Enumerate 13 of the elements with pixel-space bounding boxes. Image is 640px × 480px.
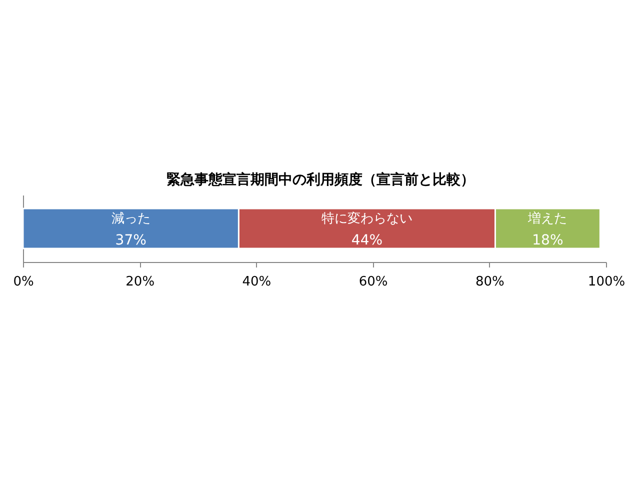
series-label: 増えた — [527, 210, 568, 226]
chart-title: 緊急事態宣言期間中の利用頻度（宣言前と比較） — [166, 171, 474, 188]
data-label: 37% — [115, 232, 146, 248]
x-tick-label: 40% — [242, 274, 272, 290]
x-tick-label: 100% — [588, 274, 626, 290]
data-label: 18% — [532, 232, 564, 248]
x-tick-label: 80% — [475, 274, 504, 290]
x-tick-label: 60% — [358, 274, 388, 290]
x-tick-label: 20% — [126, 274, 155, 290]
x-tick-label: 0% — [13, 274, 34, 290]
series-label: 特に変わらない — [321, 210, 412, 226]
data-label: 44% — [351, 232, 383, 248]
series-label: 減った — [111, 212, 150, 226]
